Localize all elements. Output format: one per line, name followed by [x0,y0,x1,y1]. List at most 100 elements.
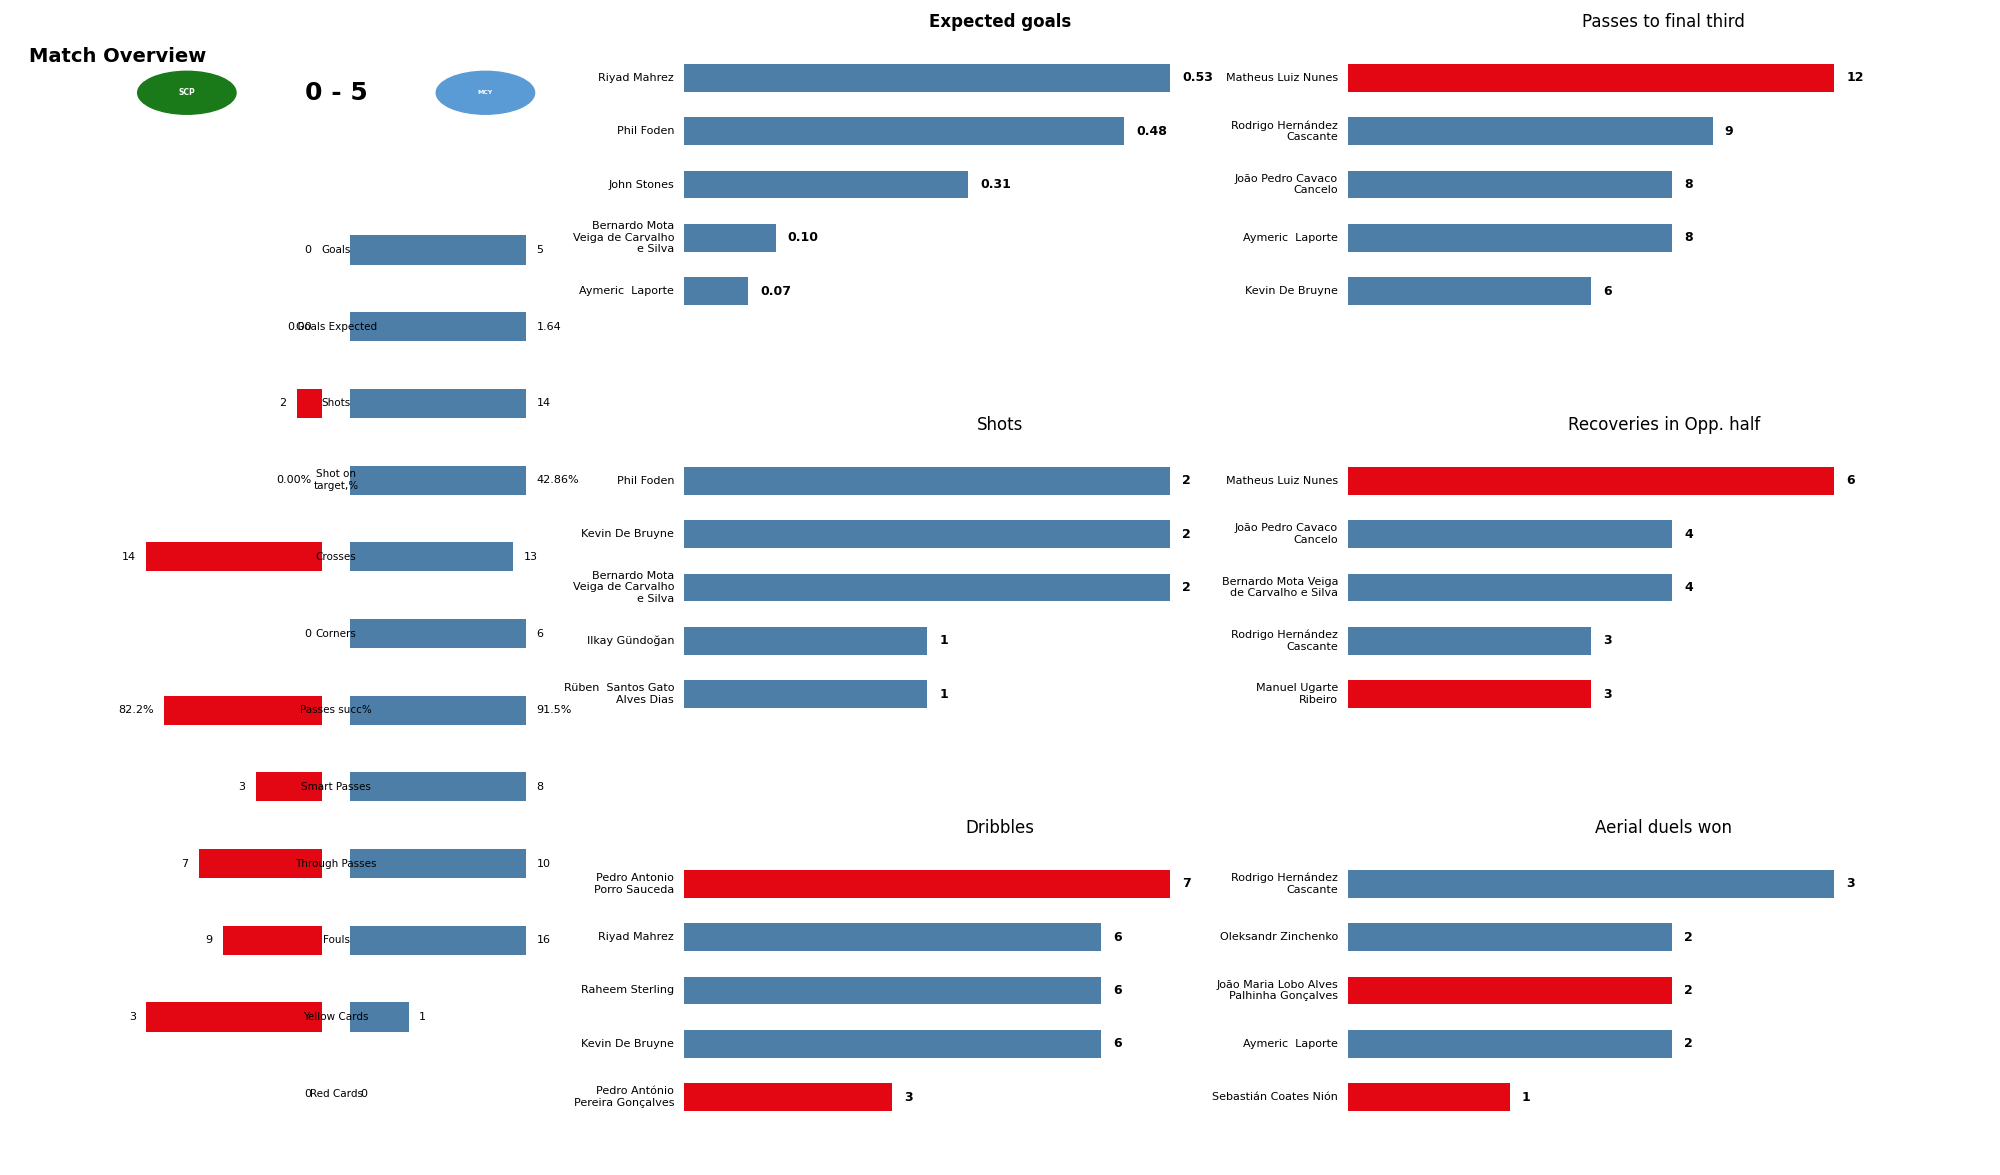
Text: 14: 14 [536,398,550,409]
Bar [1348,976,1672,1005]
Bar [684,521,1170,548]
Text: Rodrigo Hernández
Cascante: Rodrigo Hernández Cascante [1232,873,1338,895]
Text: 7: 7 [182,859,188,868]
Bar [350,1002,408,1032]
Text: 9: 9 [206,935,212,946]
Text: Crosses: Crosses [316,552,356,562]
Text: 2: 2 [1182,475,1192,488]
Bar [164,696,322,725]
Text: Bernardo Mota Veiga
de Carvalho e Silva: Bernardo Mota Veiga de Carvalho e Silva [1222,577,1338,598]
Bar [684,1083,892,1112]
Text: Bernardo Mota
Veiga de Carvalho
e Silva: Bernardo Mota Veiga de Carvalho e Silva [572,571,674,604]
Text: 0: 0 [360,1089,368,1099]
Bar [1348,1083,1510,1112]
Bar [350,772,526,801]
Bar [1348,1030,1672,1058]
Text: 8: 8 [1684,177,1692,192]
Text: Aymeric  Laporte: Aymeric Laporte [1244,1039,1338,1049]
Bar [350,235,526,264]
Title: Aerial duels won: Aerial duels won [1596,819,1732,837]
Bar [684,870,1170,898]
Text: 0 - 5: 0 - 5 [304,81,368,105]
Text: 8: 8 [1684,231,1692,244]
Text: 91.5%: 91.5% [536,705,572,716]
Text: SCP: SCP [178,88,196,98]
Bar [350,850,526,878]
Text: 1.64: 1.64 [536,322,562,331]
Text: 0.53: 0.53 [1182,72,1214,85]
Bar [146,542,322,571]
Text: 16: 16 [536,935,550,946]
Bar [1348,680,1590,709]
Bar [684,466,1170,495]
Bar [684,170,968,199]
Text: 0.00: 0.00 [286,322,312,331]
Text: Oleksandr Zinchenko: Oleksandr Zinchenko [1220,932,1338,942]
Text: 6: 6 [1112,931,1122,944]
Text: Aymeric  Laporte: Aymeric Laporte [580,287,674,296]
Text: 1: 1 [940,634,948,647]
Text: Phil Foden: Phil Foden [616,476,674,486]
Text: 4: 4 [1684,580,1692,595]
Bar [350,696,526,725]
Bar [256,772,322,801]
Bar [350,313,526,341]
Text: 2: 2 [1182,528,1192,540]
Text: Corners: Corners [316,629,356,638]
Text: 2: 2 [280,398,286,409]
Text: Bernardo Mota
Veiga de Carvalho
e Silva: Bernardo Mota Veiga de Carvalho e Silva [572,221,674,255]
Bar [684,627,928,654]
Text: 42.86%: 42.86% [536,475,578,485]
Text: 0.00%: 0.00% [276,475,312,485]
Bar [1348,170,1672,199]
Bar [200,850,322,878]
Text: 6: 6 [1112,983,1122,998]
Bar [350,465,526,495]
Text: 0: 0 [304,246,312,255]
Title: Expected goals: Expected goals [928,13,1072,31]
Title: Recoveries in Opp. half: Recoveries in Opp. half [1568,416,1760,434]
Bar [684,924,1100,951]
Text: Kevin De Bruyne: Kevin De Bruyne [582,529,674,539]
Bar [350,619,526,649]
Text: Raheem Sterling: Raheem Sterling [582,986,674,995]
Text: 9: 9 [1724,125,1734,137]
Text: 6: 6 [1112,1038,1122,1050]
Text: Shot on
target,%: Shot on target,% [314,469,358,491]
Bar [146,1002,322,1032]
Text: Matheus Luiz Nunes: Matheus Luiz Nunes [1226,73,1338,83]
Text: 14: 14 [122,552,136,562]
Text: Shots: Shots [322,398,350,409]
Title: Passes to final third: Passes to final third [1582,13,1746,31]
Circle shape [138,72,236,114]
Text: Rodrigo Hernández
Cascante: Rodrigo Hernández Cascante [1232,630,1338,652]
Text: 6: 6 [1604,284,1612,297]
Text: 3: 3 [128,1012,136,1022]
Text: 4: 4 [1684,528,1692,540]
Text: João Pedro Cavaco
Cancelo: João Pedro Cavaco Cancelo [1234,174,1338,195]
Bar [296,389,322,418]
Text: Manuel Ugarte
Ribeiro: Manuel Ugarte Ribeiro [1256,684,1338,705]
Text: 0.10: 0.10 [788,231,818,244]
Bar [1348,870,1834,898]
Text: 2: 2 [1182,580,1192,595]
Bar [1348,63,1834,92]
Text: 1: 1 [940,687,948,700]
Text: Pedro António
Pereira Gonçalves: Pedro António Pereira Gonçalves [574,1087,674,1108]
Text: 1: 1 [1522,1090,1530,1103]
Text: 0.48: 0.48 [1136,125,1168,137]
Text: 12: 12 [1846,72,1864,85]
Text: 5: 5 [536,246,544,255]
Text: Phil Foden: Phil Foden [616,126,674,136]
Bar [684,680,928,709]
Text: Passes succ%: Passes succ% [300,705,372,716]
Bar [1348,277,1590,306]
Text: Sebastián Coates Nión: Sebastián Coates Nión [1212,1092,1338,1102]
Title: Shots: Shots [976,416,1024,434]
Text: Smart Passes: Smart Passes [302,781,372,792]
Text: 0: 0 [304,1089,312,1099]
Bar [350,389,526,418]
Title: Dribbles: Dribbles [966,819,1034,837]
Text: 6: 6 [536,629,544,638]
Text: 3: 3 [238,781,246,792]
